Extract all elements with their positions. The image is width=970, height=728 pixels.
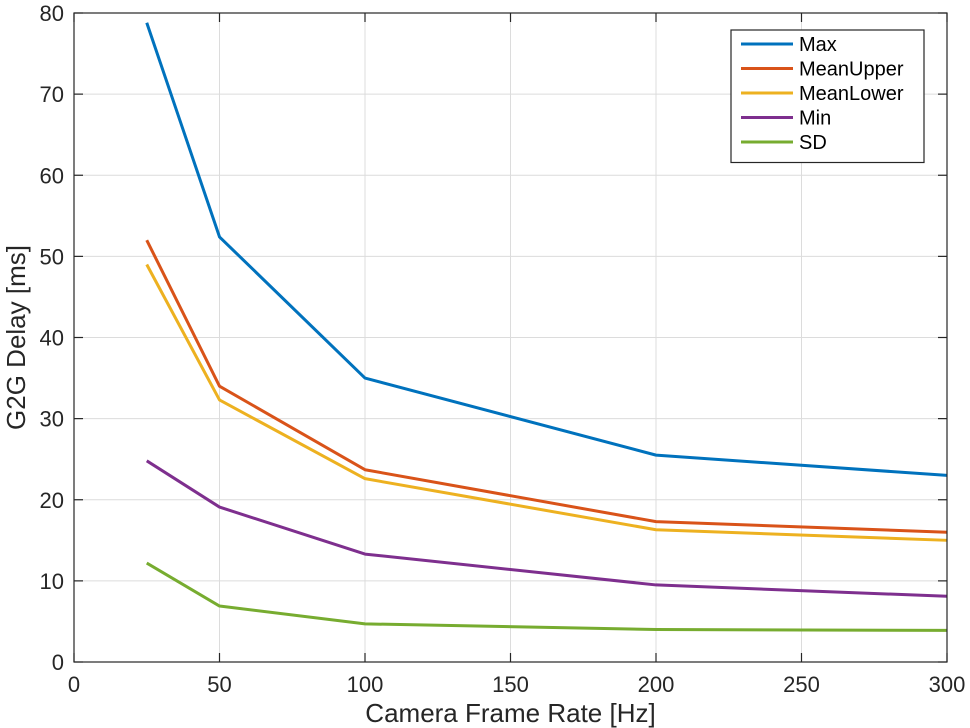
y-tick-label: 40: [40, 326, 64, 351]
y-tick-label: 10: [40, 569, 64, 594]
legend-label-sd: SD: [799, 132, 827, 154]
y-tick-label: 70: [40, 82, 64, 107]
y-tick-label: 80: [40, 1, 64, 26]
legend-label-max: Max: [799, 34, 837, 56]
series-line-meanlower: [145, 263, 948, 542]
y-tick-label: 30: [40, 407, 64, 432]
axis-ticks: 0 50 100 150 200 250 300 0 10 20 30 40 50 60 70 80: [40, 1, 966, 697]
x-axis-title: Camera Frame Rate [Hz]: [365, 698, 655, 728]
y-tick-label: 50: [40, 244, 64, 269]
y-tick-label: 60: [40, 163, 64, 188]
y-axis-title: G2G Delay [ms]: [1, 245, 31, 430]
legend-label-meanupper: MeanUpper: [799, 59, 904, 81]
series-line-meanupper: [145, 239, 948, 534]
series-lines: [145, 22, 948, 632]
x-tick-label: 250: [783, 672, 820, 697]
x-tick-label: 0: [68, 672, 80, 697]
x-tick-label: 200: [638, 672, 675, 697]
x-tick-label: 300: [929, 672, 966, 697]
legend-box: [730, 29, 925, 164]
y-tick-label: 0: [52, 650, 64, 675]
legend-label-min: Min: [799, 108, 831, 130]
x-tick-label: 100: [347, 672, 384, 697]
series-line-max: [145, 22, 948, 477]
y-tick-label: 20: [40, 488, 64, 513]
series-line-sd: [145, 561, 948, 632]
x-tick-label: 150: [492, 672, 529, 697]
legend-label-meanlower: MeanLower: [799, 83, 904, 105]
x-tick-label: 50: [207, 672, 231, 697]
series-line-min: [145, 459, 948, 598]
